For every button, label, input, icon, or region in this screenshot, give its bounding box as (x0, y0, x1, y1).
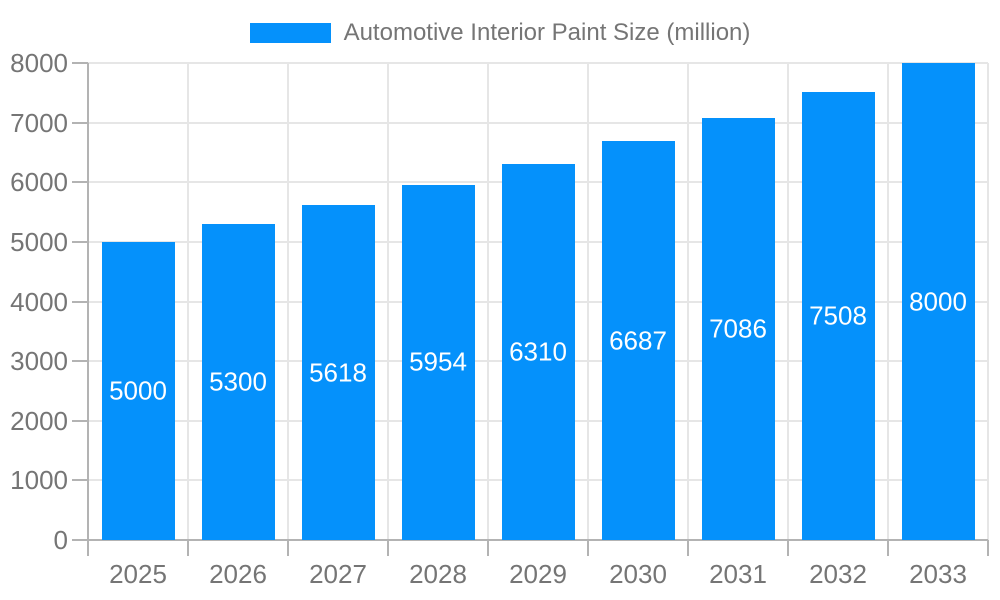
bar-2029 (501, 163, 575, 540)
bar-2032 (801, 92, 875, 540)
bar-2030 (601, 141, 675, 540)
chart-legend: Automotive Interior Paint Size (million) (0, 21, 1000, 45)
y-axis-label: 5000 (10, 226, 68, 257)
y-axis-label: 3000 (10, 346, 68, 377)
x-axis-label: 2027 (309, 559, 367, 589)
y-axis-line (87, 63, 89, 556)
x-tick (387, 540, 389, 556)
bar-value-label: 5954 (409, 346, 467, 377)
y-axis-label: 4000 (10, 286, 68, 317)
y-tick (72, 62, 88, 64)
y-tick (72, 240, 88, 243)
bar-value-label: 7508 (809, 300, 867, 331)
bar-value-label: 5300 (209, 366, 267, 397)
x-axis-label: 2033 (909, 559, 967, 589)
plot-area: 0 1000 2000 3000 4000 5000 6000 7000 8000 5000 202… (10, 50, 989, 589)
bar-2033 (901, 63, 975, 540)
y-tick (72, 300, 88, 303)
v-gridline (587, 63, 589, 540)
bar-2025 (101, 241, 175, 540)
x-tick (887, 540, 889, 556)
x-tick (487, 540, 489, 556)
x-axis-label: 2032 (809, 559, 867, 589)
y-tick (72, 181, 88, 184)
bar-value-label: 5618 (309, 357, 367, 387)
legend-title: Automotive Interior Paint Size (million) (343, 19, 751, 46)
bar-2027 (301, 205, 375, 540)
bar-2026 (201, 224, 275, 540)
y-axis-label: 0 (53, 525, 68, 555)
x-axis-label: 2028 (409, 559, 467, 589)
v-gridline (687, 63, 689, 540)
x-tick (787, 540, 789, 556)
x-tick (287, 540, 289, 556)
y-axis-label: 6000 (10, 167, 68, 198)
x-axis-label: 2025 (109, 559, 167, 589)
x-tick (187, 540, 189, 556)
v-gridline (887, 63, 889, 540)
x-axis-line (72, 539, 988, 541)
bar-2031 (701, 117, 775, 540)
bar-value-label: 7086 (709, 313, 767, 344)
x-tick (587, 540, 589, 556)
v-gridline (787, 63, 789, 540)
y-tick (72, 419, 88, 422)
y-axis-label: 2000 (10, 405, 68, 436)
v-gridline (187, 63, 189, 540)
x-axis-label: 2031 (709, 559, 767, 589)
x-tick (987, 540, 989, 556)
bar-value-label: 6687 (609, 325, 667, 356)
x-axis-label: 2030 (609, 559, 667, 589)
x-axis-label: 2026 (209, 559, 267, 589)
v-gridline (987, 63, 989, 540)
v-gridline (287, 63, 289, 540)
y-tick (72, 121, 88, 124)
y-axis-label: 8000 (10, 48, 68, 78)
bar-value-label: 8000 (909, 286, 967, 316)
bar-2028 (401, 185, 475, 540)
legend-swatch (249, 23, 331, 43)
y-tick (72, 360, 88, 363)
x-axis-label: 2029 (509, 559, 567, 589)
y-axis-label: 7000 (10, 107, 68, 138)
y-axis-label: 1000 (10, 465, 68, 496)
bar-value-label: 6310 (509, 336, 567, 367)
h-gridline (88, 62, 988, 64)
v-gridline (487, 63, 489, 540)
bar-value-label: 5000 (109, 375, 167, 406)
x-tick (687, 540, 689, 556)
y-tick (72, 479, 88, 482)
v-gridline (387, 63, 389, 540)
h-gridline (88, 121, 988, 124)
